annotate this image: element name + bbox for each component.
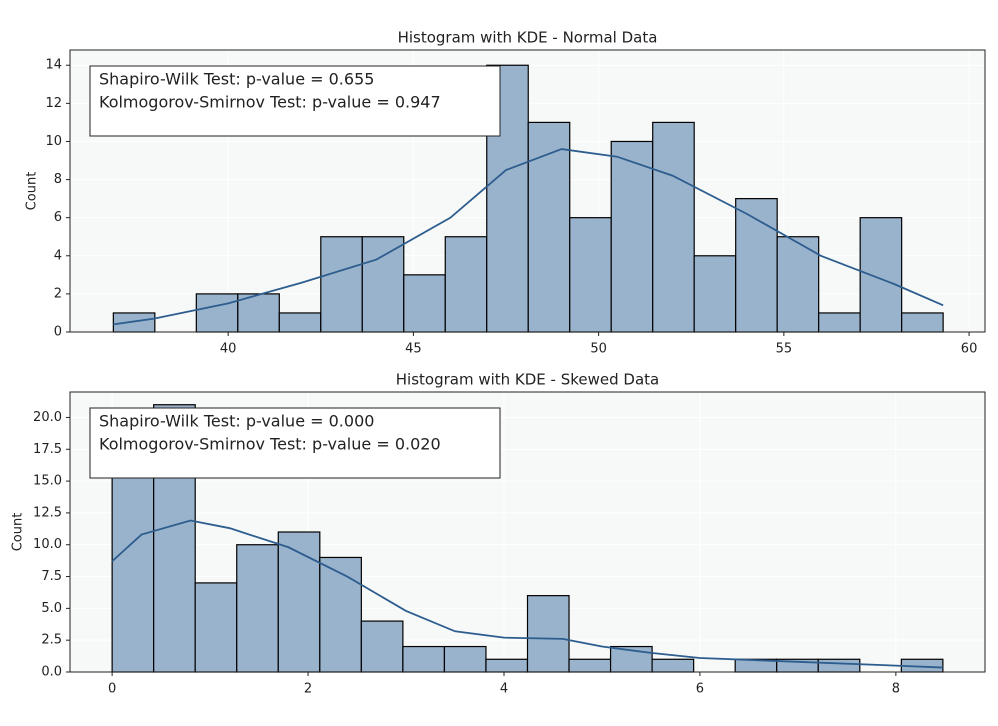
bar	[610, 140, 654, 333]
y-tick-label: 4	[54, 248, 62, 263]
y-tick-label: 12.5	[33, 505, 62, 520]
x-tick-label: 50	[590, 342, 607, 357]
bar	[319, 556, 362, 673]
x-tick-label: 60	[961, 342, 978, 357]
y-tick-label: 8	[54, 172, 62, 187]
bar	[526, 595, 570, 673]
x-tick-label: 55	[776, 342, 793, 357]
bar	[444, 236, 488, 333]
y-tick-label: 6	[54, 210, 62, 225]
chart-title: Histogram with KDE - Skewed Data	[396, 371, 660, 389]
chart-title: Histogram with KDE - Normal Data	[398, 29, 658, 47]
bar	[569, 217, 612, 333]
bar	[443, 645, 487, 673]
bar	[735, 198, 778, 333]
x-tick-label: 0	[108, 682, 116, 697]
bar	[817, 658, 861, 673]
bar	[194, 582, 238, 673]
y-axis-label: Count	[25, 172, 40, 211]
bar	[236, 544, 279, 673]
y-axis-label: Count	[11, 513, 26, 552]
bar	[693, 255, 737, 333]
x-tick-label: 6	[696, 682, 704, 697]
bar	[278, 312, 322, 333]
x-tick-label: 8	[892, 682, 900, 697]
annotation: Kolmogorov-Smirnov Test: p-value = 0.947	[99, 93, 441, 112]
y-tick-label: 10.0	[33, 537, 62, 552]
bar	[818, 312, 861, 333]
axes-frame	[69, 49, 986, 333]
bar	[652, 121, 695, 333]
bar	[402, 645, 446, 673]
bar	[361, 236, 405, 333]
bar	[195, 293, 239, 333]
bar	[651, 658, 695, 673]
bar	[485, 658, 529, 673]
y-tick-label: 5.0	[41, 601, 62, 616]
x-tick-label: 2	[304, 682, 312, 697]
axes-frame	[69, 391, 986, 673]
bar	[527, 121, 571, 333]
annotation: Kolmogorov-Smirnov Test: p-value = 0.020	[99, 435, 441, 454]
y-tick-label: 14	[45, 58, 62, 73]
y-tick-label: 2.5	[41, 633, 62, 648]
x-tick-label: 45	[405, 342, 422, 357]
bar	[112, 312, 156, 333]
y-tick-label: 15.0	[33, 474, 62, 489]
bar	[901, 312, 944, 333]
y-tick-label: 10	[45, 134, 62, 149]
kde-line	[111, 519, 943, 669]
kde-line	[113, 148, 944, 326]
y-tick-label: 20.0	[33, 410, 62, 425]
bar	[360, 620, 404, 673]
y-tick-label: 0	[54, 325, 62, 340]
annotation-box	[89, 407, 501, 479]
annotation: Shapiro-Wilk Test: p-value = 0.655	[99, 70, 374, 89]
y-tick-label: 7.5	[41, 569, 62, 584]
bar	[403, 274, 446, 333]
x-tick-label: 4	[500, 682, 508, 697]
y-tick-label: 12	[45, 96, 62, 111]
annotation-box	[89, 65, 501, 137]
annotation: Shapiro-Wilk Test: p-value = 0.000	[99, 412, 374, 431]
bar	[859, 217, 903, 333]
y-tick-label: 17.5	[33, 442, 62, 457]
y-tick-label: 2	[54, 286, 62, 301]
bar	[568, 658, 612, 673]
y-tick-label: 0.0	[41, 665, 62, 680]
x-tick-label: 40	[220, 342, 237, 357]
bar	[320, 236, 363, 333]
